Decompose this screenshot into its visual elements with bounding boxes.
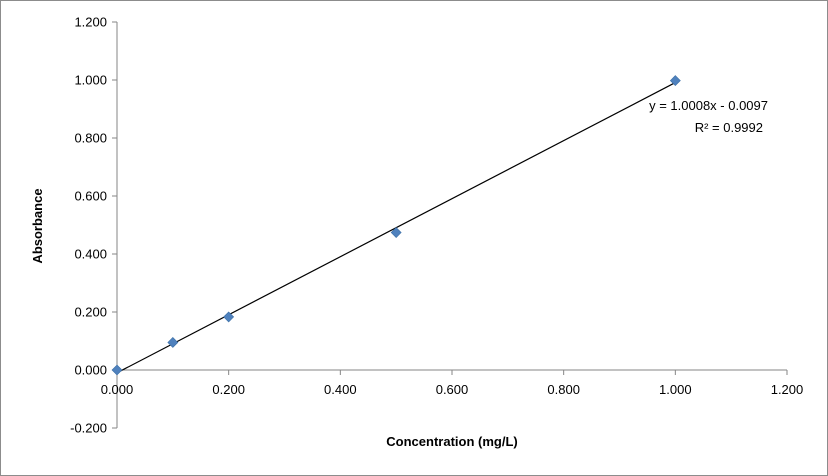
y-tick-labels: -0.200 0.000 0.200 0.400 0.600 0.800 1.000 1.20…	[70, 15, 107, 436]
trendline-equation: y = 1.0008x - 0.0097	[649, 98, 768, 113]
data-point	[223, 311, 235, 323]
y-tick-label: 0.200	[74, 305, 107, 320]
data-points	[111, 75, 681, 376]
x-tick-label: 1.200	[771, 382, 804, 397]
x-tick-labels: 0.000 0.200 0.400 0.600 0.800 1.000 1.200	[101, 382, 804, 397]
x-tick-label: 0.000	[101, 382, 134, 397]
y-tick-label: 1.000	[74, 73, 107, 88]
y-tick-label: 0.600	[74, 189, 107, 204]
x-tick-label: 1.000	[659, 382, 692, 397]
y-tick-label: 0.800	[74, 131, 107, 146]
y-axis-title: Absorbance	[30, 188, 45, 263]
y-tick-label: -0.200	[70, 421, 107, 436]
data-point	[167, 337, 179, 348]
y-tick-label: 0.000	[74, 363, 107, 378]
axes	[112, 21, 788, 429]
x-tick-label: 0.400	[324, 382, 357, 397]
x-axis-title: Concentration (mg/L)	[386, 434, 517, 449]
trendline-r-squared: R² = 0.9992	[695, 120, 763, 135]
y-tick-label: 1.200	[74, 15, 107, 30]
data-point	[390, 227, 402, 238]
x-tick-label: 0.600	[436, 382, 469, 397]
data-point	[111, 364, 123, 376]
x-tick-label: 0.200	[212, 382, 245, 397]
y-tick-label: 0.400	[74, 247, 107, 262]
x-tick-label: 0.800	[547, 382, 580, 397]
data-point	[669, 75, 681, 87]
